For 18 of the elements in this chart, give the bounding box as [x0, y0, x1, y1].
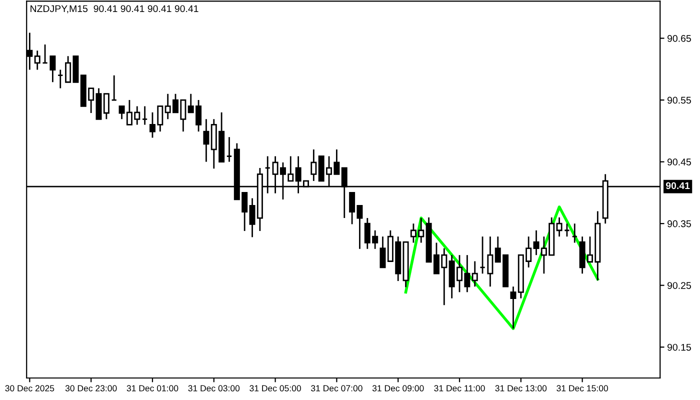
y-tick-label: 90.55: [668, 96, 691, 104]
x-tick-label: 31 Dec 03:00: [188, 385, 240, 392]
x-tick-label: 30 Dec 2025: [5, 385, 54, 392]
x-tick-label: 31 Dec 11:00: [434, 385, 485, 392]
x-tick-label: 31 Dec 01:00: [126, 385, 178, 392]
y-tick-label: 90.35: [668, 220, 691, 228]
ref-line-label: 90.41: [666, 182, 690, 190]
x-tick-label: 31 Dec 13:00: [495, 385, 547, 392]
y-tick-label: 90.15: [668, 344, 691, 351]
y-tick-label: 90.65: [668, 34, 691, 42]
x-tick-label: 31 Dec 15:00: [556, 385, 608, 392]
y-tick-label: 90.25: [668, 282, 691, 289]
x-tick-label: 31 Dec 07:00: [311, 385, 362, 392]
x-tick-label: 31 Dec 09:00: [372, 385, 424, 392]
chart-title: NZDJPY,M15 90.41 90.41 90.41 90.41: [30, 5, 198, 14]
y-tick-label: 90.45: [668, 158, 691, 166]
x-tick-label: 31 Dec 05:00: [250, 385, 301, 392]
x-tick-label: 30 Dec 23:00: [65, 385, 117, 392]
